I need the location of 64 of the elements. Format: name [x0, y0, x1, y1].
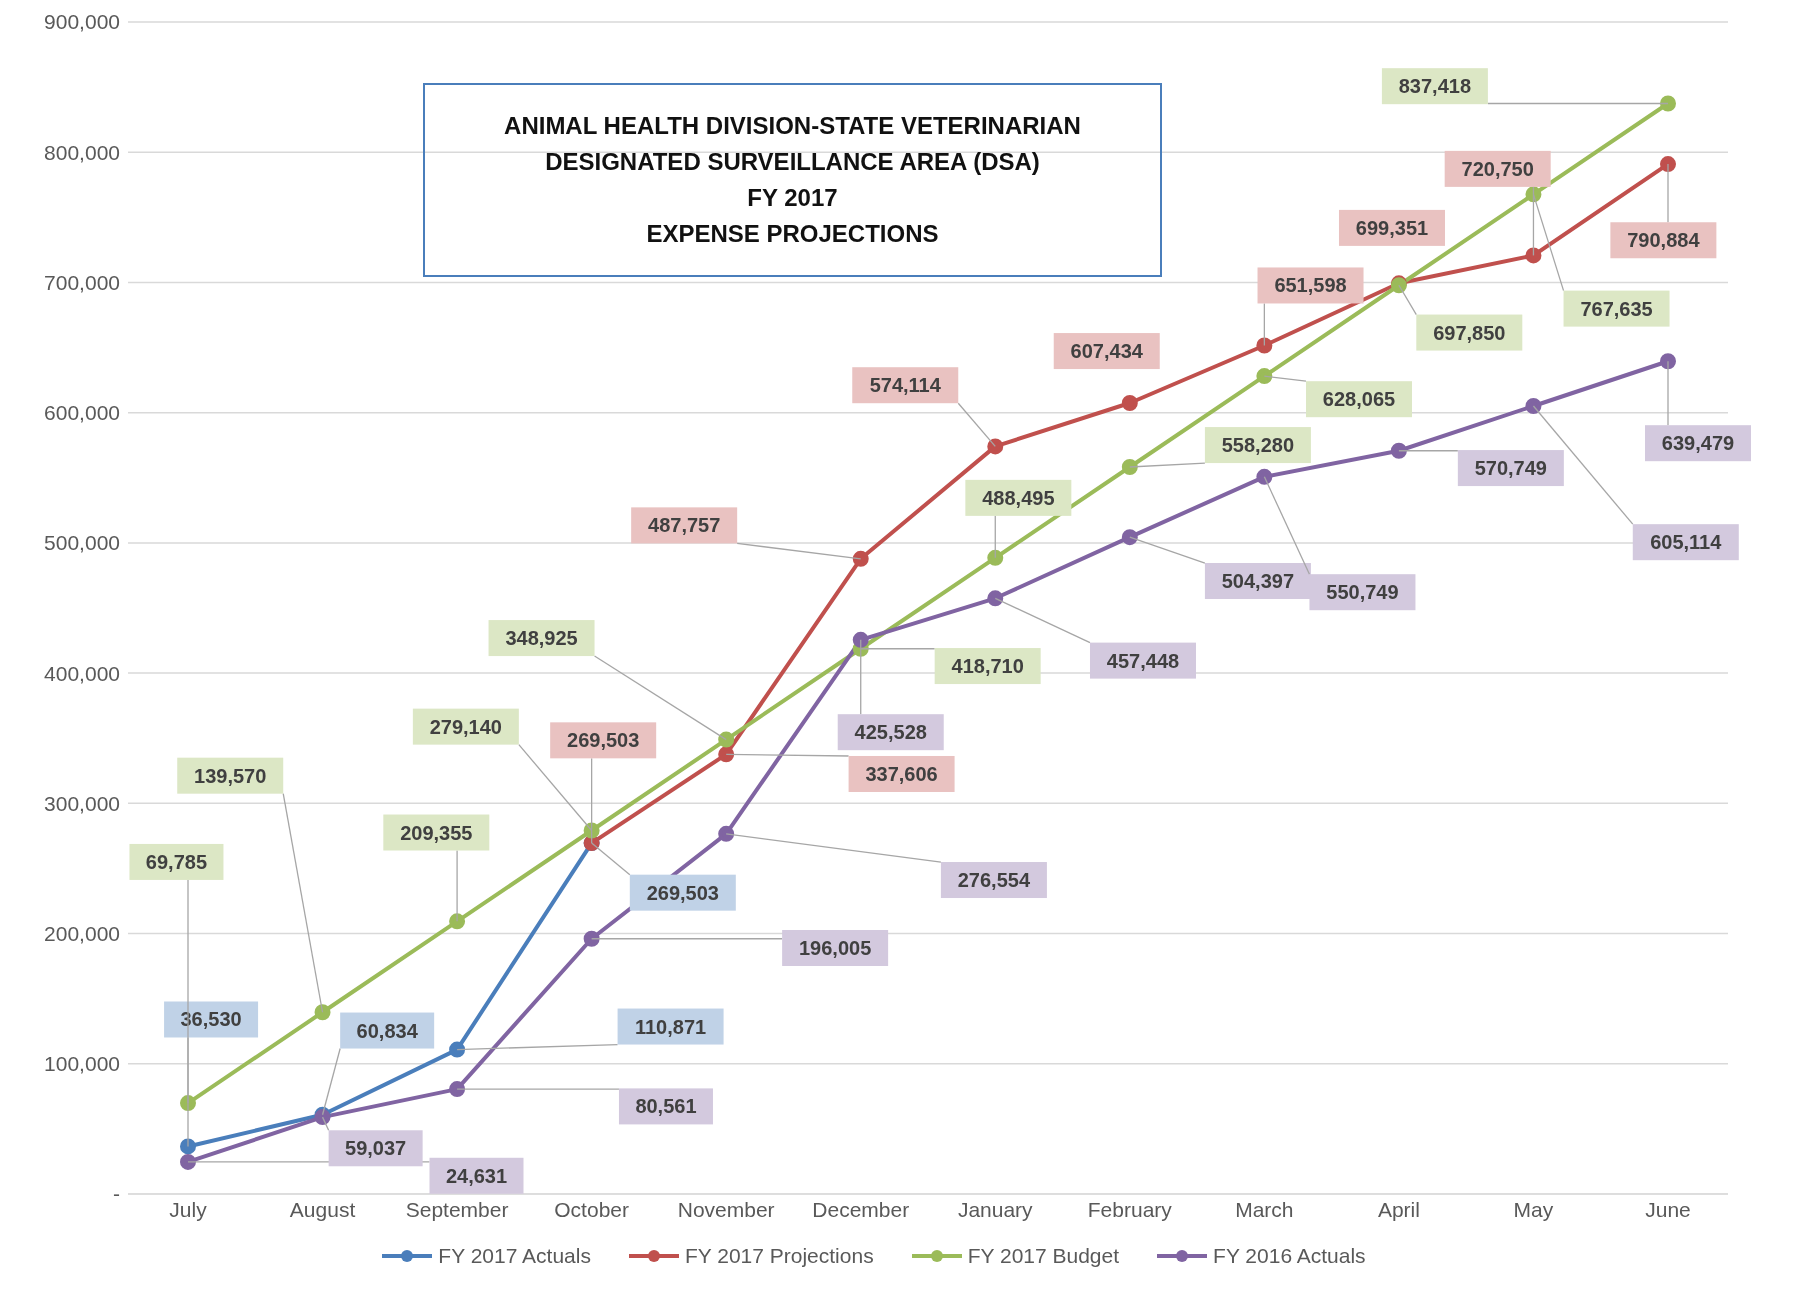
x-tick-label: July — [169, 1197, 208, 1221]
y-tick-label: 200,000 — [44, 922, 120, 946]
x-tick-label: June — [1645, 1197, 1691, 1221]
data-label: 720,750 — [1461, 157, 1534, 180]
x-tick-label: May — [1513, 1197, 1554, 1221]
data-label: 209,355 — [400, 821, 473, 844]
data-label: 487,757 — [648, 514, 721, 537]
x-tick-label: March — [1235, 1197, 1294, 1221]
data-label: 24,631 — [445, 1164, 508, 1187]
data-label: 196,005 — [798, 936, 872, 959]
data-label: 36,530 — [180, 1008, 242, 1031]
data-label: 767,635 — [1580, 297, 1653, 320]
x-tick-label: September — [405, 1197, 509, 1221]
data-label: 550,749 — [1326, 581, 1399, 604]
data-label: 790,884 — [1627, 229, 1701, 252]
legend-label: FY 2017 Projections — [683, 1244, 874, 1268]
data-label: 80,561 — [635, 1095, 697, 1118]
y-tick-label: 400,000 — [44, 661, 120, 685]
data-label: 558,280 — [1221, 434, 1295, 457]
x-tick-label: October — [554, 1197, 629, 1221]
data-label: 457,448 — [1106, 649, 1180, 672]
data-label: 59,037 — [345, 1137, 407, 1160]
data-label: 276,554 — [957, 869, 1031, 892]
data-label: 279,140 — [429, 715, 502, 738]
text: ANIMAL HEALTH DIVISION-STATE VETERINARIAN DESIGNATED SURVEILLANCE AREA (DSA) FY 2017 EXPENSE PROJECTIONS — [504, 111, 1081, 249]
data-label: 628,065 — [1322, 388, 1396, 411]
data-label: 574,114 — [869, 374, 942, 397]
data-label: 139,570 — [194, 764, 267, 787]
data-label: 269,503 — [567, 729, 640, 752]
y-tick-label: 800,000 — [44, 140, 120, 164]
x-tick-label: February — [1087, 1197, 1173, 1221]
x-tick-label: November — [677, 1197, 775, 1221]
data-label: 697,850 — [1433, 321, 1506, 344]
y-tick-label: 700,000 — [44, 270, 120, 294]
data-label: 337,606 — [865, 762, 938, 785]
data-label: 504,397 — [1221, 570, 1295, 593]
legend-label: FY 2016 Actuals — [1212, 1244, 1366, 1268]
data-label: 639,479 — [1661, 432, 1735, 455]
data-label: 605,114 — [1650, 531, 1723, 554]
x-tick-label: January — [957, 1197, 1034, 1221]
data-label: 570,749 — [1474, 457, 1547, 480]
y-tick-label: 600,000 — [44, 401, 120, 425]
x-tick-label: April — [1377, 1197, 1420, 1221]
legend-label: FY 2017 Budget — [966, 1244, 1120, 1268]
data-label: 269,503 — [646, 881, 719, 904]
data-label: 418,710 — [951, 655, 1024, 678]
y-tick-label: 300,000 — [44, 791, 120, 815]
data-label: 607,434 — [1070, 340, 1144, 363]
data-label: 348,925 — [505, 627, 578, 650]
y-tick-label: 900,000 — [44, 10, 120, 34]
y-tick-label: - — [113, 1182, 120, 1206]
data-label: 60,834 — [356, 1019, 419, 1042]
data-label: 69,785 — [145, 850, 208, 873]
legend-label: FY 2017 Actuals — [437, 1244, 591, 1268]
data-label: 651,598 — [1274, 274, 1347, 297]
data-label: 425,528 — [854, 721, 927, 744]
data-label: 488,495 — [982, 486, 1055, 509]
x-tick-label: December — [812, 1197, 910, 1221]
y-tick-label: 100,000 — [44, 1052, 120, 1076]
data-label: 699,351 — [1355, 216, 1429, 239]
data-label: 110,871 — [634, 1015, 707, 1038]
y-tick-label: 500,000 — [44, 531, 120, 555]
data-label: 837,418 — [1398, 75, 1472, 98]
x-tick-label: August — [289, 1197, 356, 1221]
